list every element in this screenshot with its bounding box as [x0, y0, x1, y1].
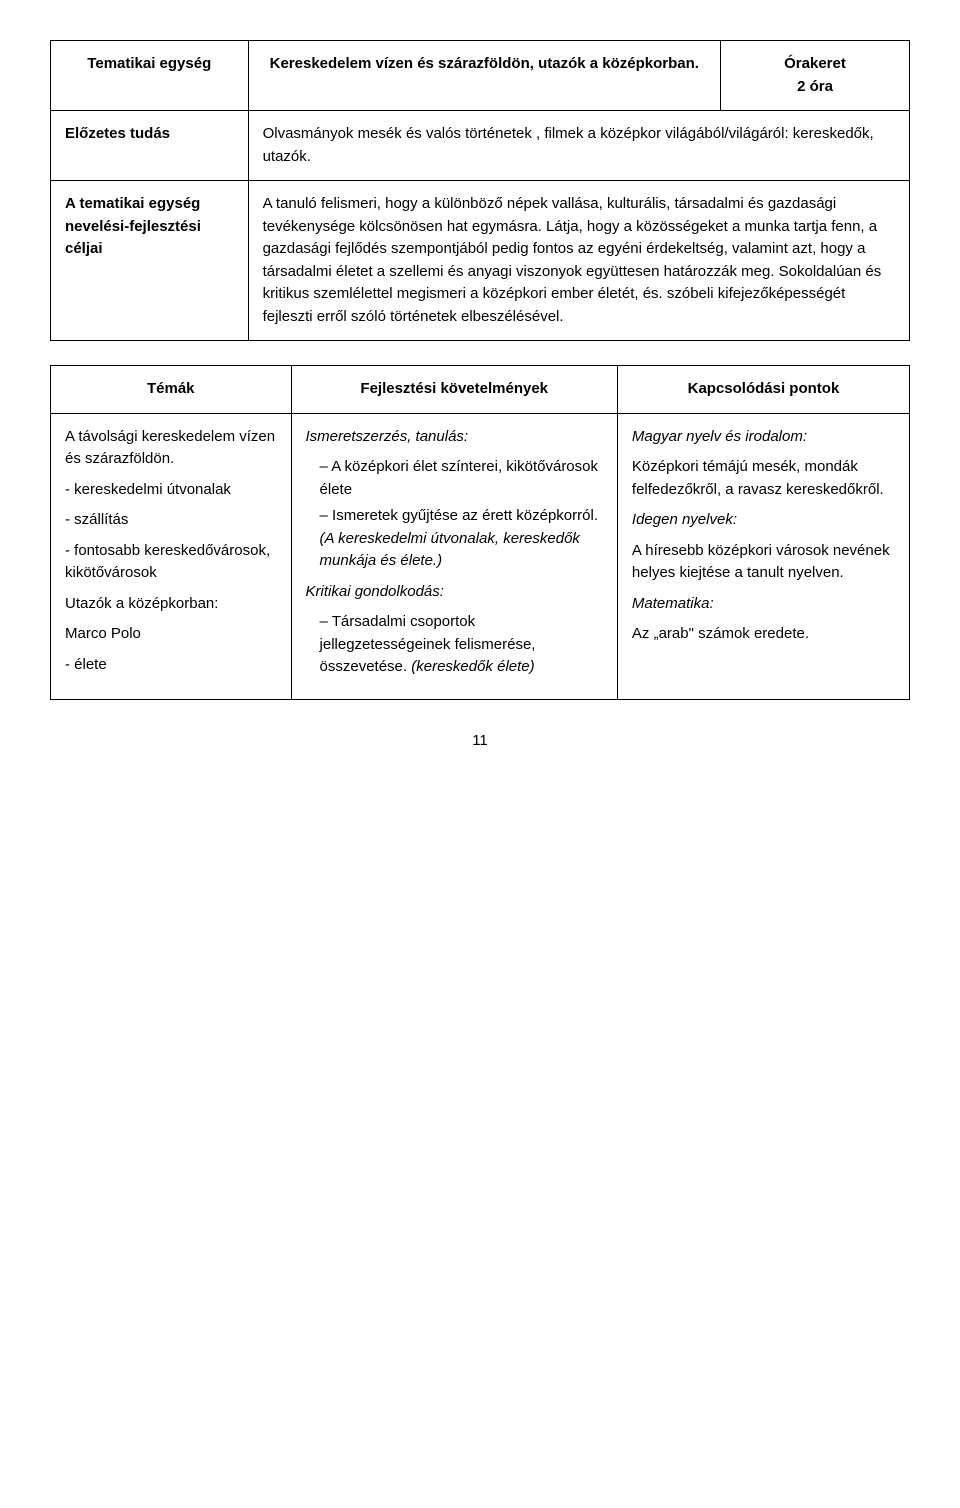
req-item-groups-note: (kereskedők élete) [411, 658, 534, 675]
hdr-connections: Kapcsolódási pontok [617, 366, 909, 414]
hdr-topics: Témák [51, 366, 292, 414]
conn-heading-math: Matematika: [632, 593, 895, 616]
topic-trade: A távolsági kereskedelem vízen és száraz… [65, 426, 277, 471]
req-item-groups: Társadalmi csoportok jellegzetességeinek… [320, 611, 603, 679]
cell-goals-text: A tanuló felismeri, hogy a különböző nép… [248, 181, 909, 341]
cell-unit-title: Kereskedelem vízen és szárazföldön, utaz… [248, 41, 720, 111]
conn-text-lit: Középkori témájú mesék, mondák felfedező… [632, 456, 895, 501]
conn-text-lang: A híresebb középkori városok nevének hel… [632, 540, 895, 585]
page-number: 11 [50, 730, 910, 753]
cell-unit-label: Tematikai egység [51, 41, 249, 111]
hdr-requirements: Fejlesztési követelmények [291, 366, 617, 414]
req-list-1: A középkori élet színterei, kikötővároso… [306, 456, 603, 573]
hours-value: 2 óra [797, 78, 833, 95]
topic-cities: - fontosabb kereskedővárosok, kikötőváro… [65, 540, 277, 585]
cell-hours: Órakeret 2 óra [721, 41, 910, 111]
hours-label: Órakeret [784, 55, 846, 72]
req-heading-2: Kritikai gondolkodás: [306, 581, 603, 604]
topics-table: Témák Fejlesztési követelmények Kapcsoló… [50, 365, 910, 700]
cell-goals-label: A tematikai egység nevelési-fejlesztési … [51, 181, 249, 341]
cell-requirements: Ismeretszerzés, tanulás: A középkori éle… [291, 413, 617, 699]
req-item-gather-text: Ismeretek gyűjtése az érett középkorról. [332, 507, 598, 524]
conn-heading-lit: Magyar nyelv és irodalom: [632, 426, 895, 449]
req-item-gather: Ismeretek gyűjtése az érett középkorról.… [320, 505, 603, 573]
req-heading-1: Ismeretszerzés, tanulás: [306, 426, 603, 449]
cell-prior-knowledge-label: Előzetes tudás [51, 111, 249, 181]
req-item-scenes: A középkori élet színterei, kikötővároso… [320, 456, 603, 501]
topic-routes: - kereskedelmi útvonalak [65, 479, 277, 502]
cell-prior-knowledge-text: Olvasmányok mesék és valós történetek , … [248, 111, 909, 181]
topic-transport: - szállítás [65, 509, 277, 532]
cell-topics: A távolsági kereskedelem vízen és száraz… [51, 413, 292, 699]
conn-text-math: Az „arab" számok eredete. [632, 623, 895, 646]
req-item-gather-note: (A kereskedelmi útvonalak, kereskedők mu… [320, 530, 580, 570]
cell-connections: Magyar nyelv és irodalom: Középkori témá… [617, 413, 909, 699]
topic-marco-polo: Marco Polo [65, 623, 277, 646]
topic-life: - élete [65, 654, 277, 677]
topic-travelers: Utazók a középkorban: [65, 593, 277, 616]
req-list-2: Társadalmi csoportok jellegzetességeinek… [306, 611, 603, 679]
unit-info-table: Tematikai egység Kereskedelem vízen és s… [50, 40, 910, 341]
conn-heading-lang: Idegen nyelvek: [632, 509, 895, 532]
